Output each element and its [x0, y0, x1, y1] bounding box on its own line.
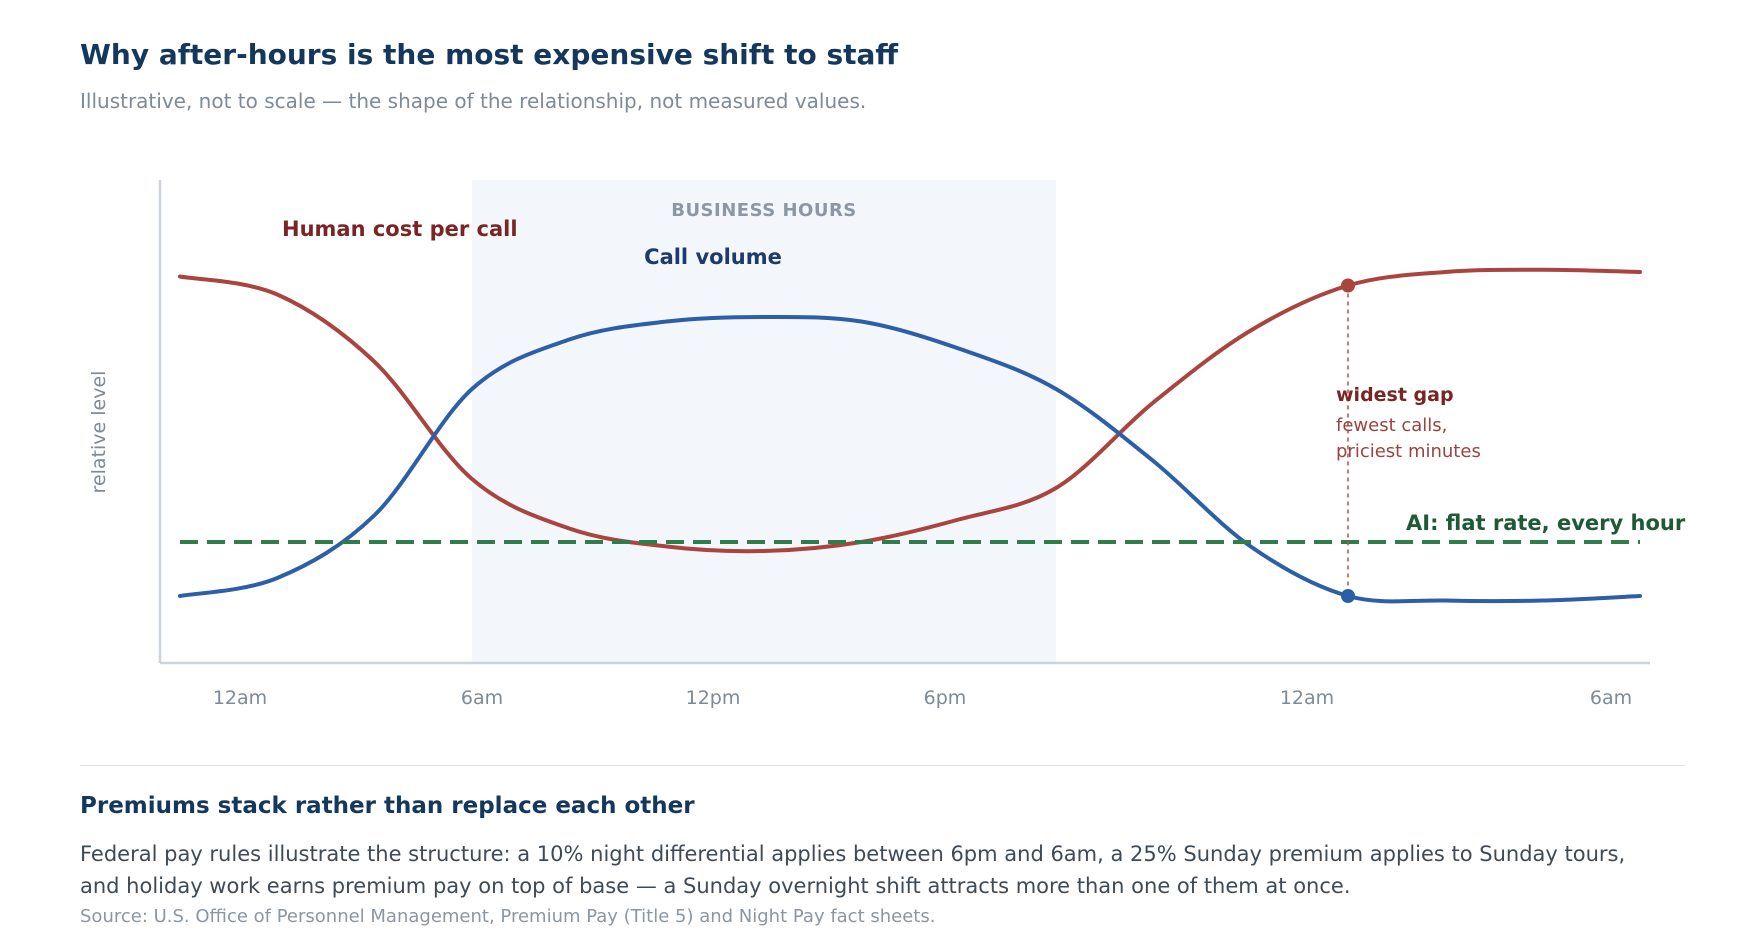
x-tick-label: 6pm: [924, 687, 967, 709]
x-tick-label: 12am: [213, 687, 267, 709]
call-volume-gap-point: [1341, 589, 1355, 603]
chart-title: Why after-hours is the most expensive sh…: [80, 38, 899, 71]
x-tick-label: 6am: [461, 687, 503, 709]
source-note: Source: U.S. Office of Personnel Managem…: [80, 906, 936, 927]
line-chart: BUSINESS HOURS relative level 12am 6am 12pm 6…: [88, 180, 1686, 709]
x-tick-label: 6am: [1590, 687, 1632, 709]
call-volume-line: [178, 314, 1642, 604]
call-volume-series-label: Call volume: [644, 245, 782, 269]
annotation-title: widest gap: [1336, 384, 1454, 406]
annotation-text-line: fewest calls,: [1336, 415, 1447, 436]
human-cost-series-label: Human cost per call: [282, 217, 518, 241]
annotation-text-line: priciest minutes: [1336, 441, 1481, 462]
section-heading: Premiums stack rather than replace each …: [80, 793, 695, 819]
human-cost-line: [178, 267, 1642, 554]
ai-series-label: AI: flat rate, every hour: [1406, 511, 1686, 535]
business-hours-band: [472, 180, 1056, 663]
section-body-text: Federal pay rules illustrate the structu…: [80, 842, 1626, 898]
chart-subtitle: Illustrative, not to scale — the shape o…: [80, 89, 867, 113]
section-divider: [80, 765, 1685, 766]
y-axis-label: relative level: [88, 371, 110, 494]
human-cost-gap-point: [1341, 278, 1355, 293]
x-tick-label: 12pm: [686, 687, 741, 709]
business-hours-label: BUSINESS HOURS: [671, 200, 857, 221]
x-tick-label: 12am: [1280, 687, 1334, 709]
